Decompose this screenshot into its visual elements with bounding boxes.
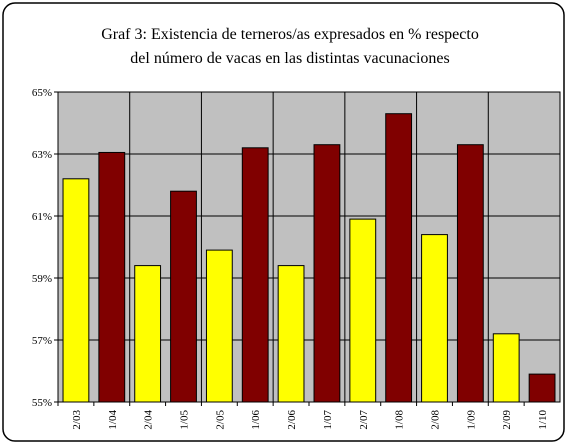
bar	[385, 113, 413, 403]
x-tick-label: 2/09	[501, 410, 513, 430]
y-tick-label: 65%	[32, 87, 52, 99]
x-tick-label: 1/04	[107, 410, 119, 430]
x-tick-label: 2/06	[286, 410, 298, 430]
bar	[349, 218, 377, 403]
bar	[134, 265, 162, 403]
bar	[528, 373, 556, 403]
bar	[492, 333, 520, 403]
bar	[205, 249, 233, 403]
x-tick-label: 1/08	[394, 410, 406, 430]
x-tick-label: 2/03	[71, 410, 83, 430]
bar	[170, 190, 197, 403]
bar	[62, 178, 90, 403]
plot-border	[57, 91, 561, 403]
plot-area: 55% 57% 59% 61% 63% 65% 2/03 1/04 2/04 1/05 2/05 1/…	[32, 87, 561, 430]
x-tick-label: 1/07	[322, 410, 334, 430]
chart-title: Graf 3: Existencia de terneros/as expres…	[101, 26, 479, 43]
y-tick-label: 57%	[32, 335, 52, 347]
y-tick-label: 61%	[32, 211, 52, 223]
x-tick-label: 1/05	[179, 410, 191, 430]
bar	[456, 144, 484, 403]
x-tick-label: 1/06	[250, 410, 262, 430]
x-tick-label: 2/08	[430, 410, 442, 430]
x-tick-label: 2/07	[358, 410, 370, 430]
y-tick-label: 55%	[32, 397, 52, 409]
plot-background	[58, 92, 560, 402]
chart-title: del número de vacas en las distintas vac…	[130, 50, 449, 67]
bar	[277, 265, 305, 403]
bar	[241, 147, 269, 403]
x-tick-label: 1/09	[465, 410, 477, 430]
x-tick-label: 2/05	[214, 410, 226, 430]
bar	[98, 151, 126, 403]
x-tick-label: 2/04	[143, 410, 155, 430]
bar	[421, 234, 448, 403]
bar	[313, 144, 341, 403]
y-tick-label: 63%	[32, 149, 52, 161]
x-tick-label: 1/10	[537, 410, 549, 430]
y-tick-label: 59%	[32, 273, 52, 285]
